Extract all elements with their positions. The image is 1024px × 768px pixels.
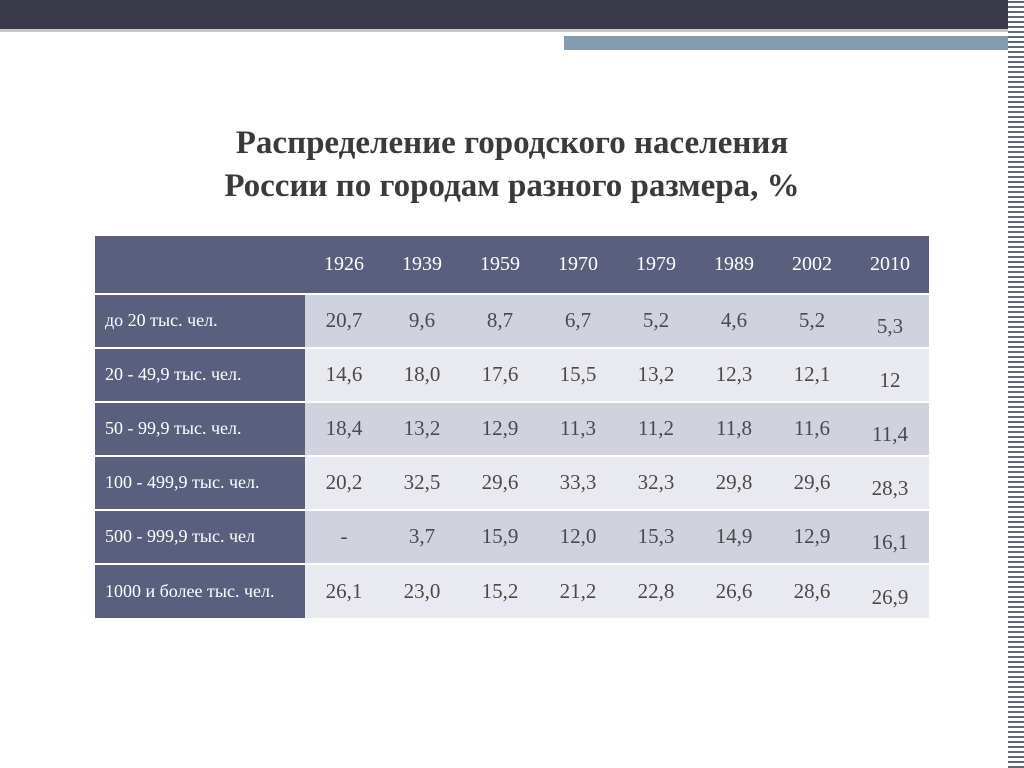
cell: 29,8: [695, 456, 773, 510]
cell: 21,2: [539, 564, 617, 618]
cell: 9,6: [383, 294, 461, 348]
row-label: 1000 и более тыс. чел.: [95, 564, 305, 618]
cell: 18,4: [305, 402, 383, 456]
cell: 11,3: [539, 402, 617, 456]
cell: 5,3: [851, 294, 929, 348]
table-row: 1000 и более тыс. чел. 26,1 23,0 15,2 21…: [95, 564, 929, 618]
row-label: 100 - 499,9 тыс. чел.: [95, 456, 305, 510]
cell: 15,2: [461, 564, 539, 618]
header-year: 2002: [773, 236, 851, 294]
cell: 28,6: [773, 564, 851, 618]
header-year: 1979: [617, 236, 695, 294]
cell: 3,7: [383, 510, 461, 564]
distribution-table: 1926 1939 1959 1970 1979 1989 2002 2010 …: [95, 236, 929, 618]
cell: 29,6: [773, 456, 851, 510]
cell: 14,9: [695, 510, 773, 564]
row-label: 20 - 49,9 тыс. чел.: [95, 348, 305, 402]
row-label: 50 - 99,9 тыс. чел.: [95, 402, 305, 456]
row-label: до 20 тыс. чел.: [95, 294, 305, 348]
cell: 32,5: [383, 456, 461, 510]
header-year: 2010: [851, 236, 929, 294]
cell: 12,9: [773, 510, 851, 564]
cell: 6,7: [539, 294, 617, 348]
cell: 20,7: [305, 294, 383, 348]
cell: 32,3: [617, 456, 695, 510]
header-year: 1939: [383, 236, 461, 294]
cell: 11,4: [851, 402, 929, 456]
title-line-2: России по городам разного размера, %: [224, 168, 799, 204]
table-row: 100 - 499,9 тыс. чел. 20,2 32,5 29,6 33,…: [95, 456, 929, 510]
table-row: 20 - 49,9 тыс. чел. 14,6 18,0 17,6 15,5 …: [95, 348, 929, 402]
cell: 12,9: [461, 402, 539, 456]
cell: 11,8: [695, 402, 773, 456]
cell: 4,6: [695, 294, 773, 348]
title-line-1: Распределение городского населения: [236, 125, 788, 161]
cell: 11,6: [773, 402, 851, 456]
row-label: 500 - 999,9 тыс. чел: [95, 510, 305, 564]
table-row: 500 - 999,9 тыс. чел - 3,7 15,9 12,0 15,…: [95, 510, 929, 564]
cell: 20,2: [305, 456, 383, 510]
cell: 23,0: [383, 564, 461, 618]
cell: 18,0: [383, 348, 461, 402]
accent-line: [564, 36, 1024, 50]
header-empty: [95, 236, 305, 294]
slide-title: Распределение городского населения Росси…: [60, 122, 964, 208]
cell: 22,8: [617, 564, 695, 618]
cell: 15,5: [539, 348, 617, 402]
slide-content: Распределение городского населения Росси…: [0, 32, 1024, 618]
cell: 11,2: [617, 402, 695, 456]
cell: 12,1: [773, 348, 851, 402]
cell: 8,7: [461, 294, 539, 348]
cell: 12,0: [539, 510, 617, 564]
cell: 26,6: [695, 564, 773, 618]
cell: 5,2: [773, 294, 851, 348]
header-year: 1970: [539, 236, 617, 294]
cell: 15,3: [617, 510, 695, 564]
cell: -: [305, 510, 383, 564]
top-bar: [0, 0, 1024, 32]
header-year: 1959: [461, 236, 539, 294]
table-row: 50 - 99,9 тыс. чел. 18,4 13,2 12,9 11,3 …: [95, 402, 929, 456]
cell: 16,1: [851, 510, 929, 564]
cell: 5,2: [617, 294, 695, 348]
cell: 14,6: [305, 348, 383, 402]
cell: 26,9: [851, 564, 929, 618]
cell: 17,6: [461, 348, 539, 402]
header-year: 1989: [695, 236, 773, 294]
table-row: до 20 тыс. чел. 20,7 9,6 8,7 6,7 5,2 4,6…: [95, 294, 929, 348]
side-stripe: [1008, 0, 1024, 768]
cell: 13,2: [383, 402, 461, 456]
cell: 12: [851, 348, 929, 402]
cell: 33,3: [539, 456, 617, 510]
cell: 15,9: [461, 510, 539, 564]
table-header-row: 1926 1939 1959 1970 1979 1989 2002 2010: [95, 236, 929, 294]
header-year: 1926: [305, 236, 383, 294]
cell: 13,2: [617, 348, 695, 402]
cell: 12,3: [695, 348, 773, 402]
cell: 28,3: [851, 456, 929, 510]
cell: 26,1: [305, 564, 383, 618]
cell: 29,6: [461, 456, 539, 510]
